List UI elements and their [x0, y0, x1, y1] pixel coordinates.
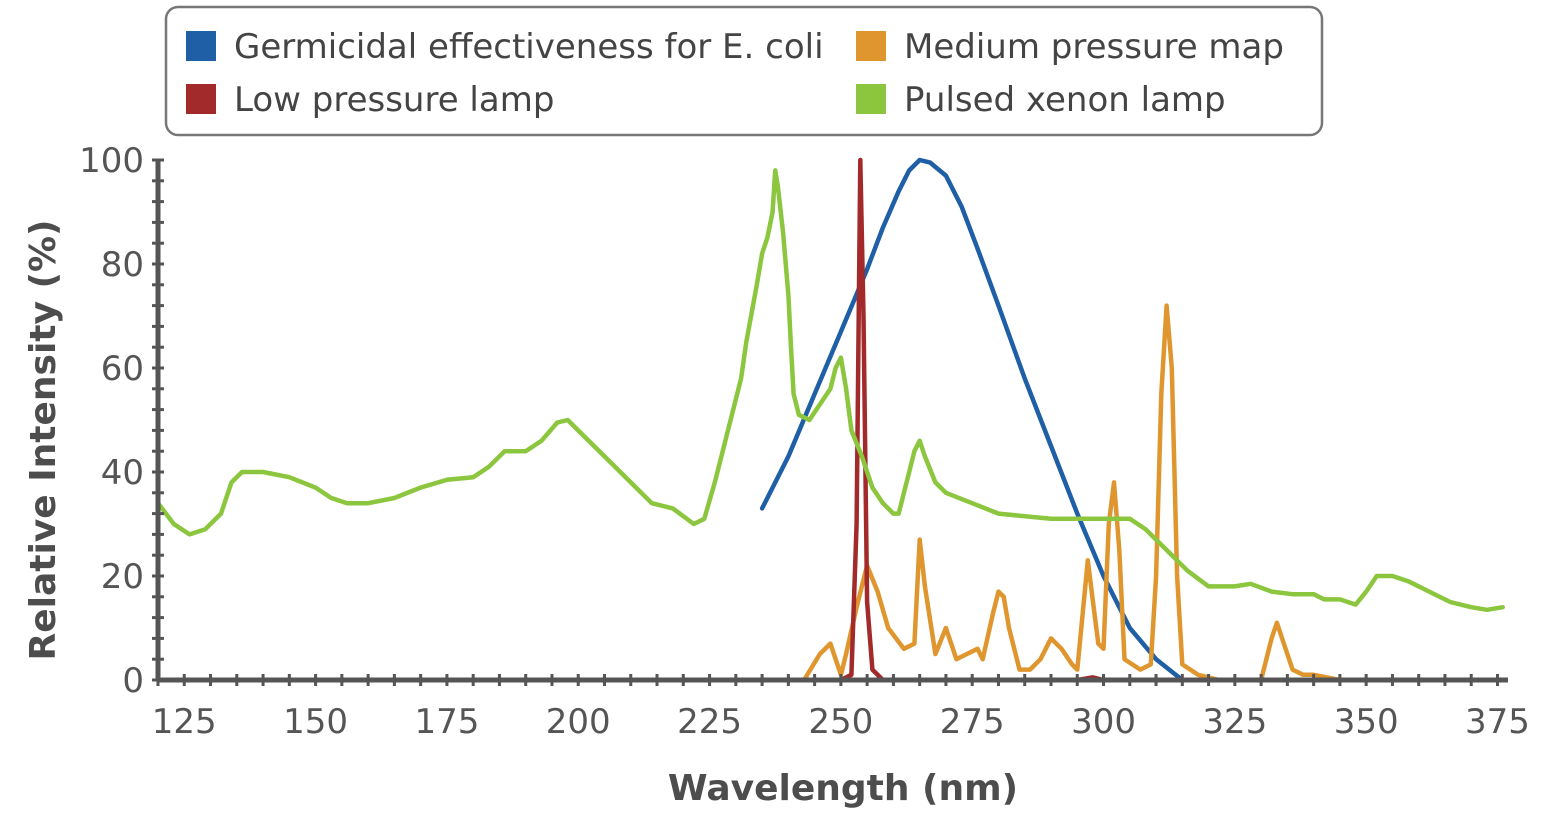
axes: 125 150 175 200 225 250 275 300 325 350 375 0 20 40 60…: [79, 141, 1530, 742]
x-tick-label: 325: [1202, 702, 1267, 742]
series-line-pulsed-xenon-lamp: [155, 168, 1505, 613]
x-tick-label: 125: [152, 702, 217, 742]
y-tick-label: 60: [101, 349, 144, 389]
x-tick-label: 175: [414, 702, 479, 742]
legend-box: [164, 5, 1324, 137]
legend-swatch-low-pressure-lamp: [186, 84, 216, 114]
legend-label-medium-pressure-map: Medium pressure map: [904, 27, 1284, 67]
legend-label-pulsed-xenon-lamp: Pulsed xenon lamp: [904, 80, 1226, 120]
y-axis-title: Relative Intensity (%): [23, 220, 64, 661]
x-axis-title: Wavelength (nm): [668, 768, 1018, 809]
y-tick-label: 40: [101, 453, 144, 493]
legend-swatch-germicidal-effectiveness-for-e-coli: [186, 31, 216, 61]
legend: Germicidal effectiveness for E. coli Medi…: [164, 5, 1324, 137]
series-layer: [155, 157, 1505, 683]
legend-swatch-pulsed-xenon-lamp: [856, 84, 886, 114]
x-tick-label: 375: [1465, 702, 1530, 742]
x-tick-label: 200: [546, 702, 611, 742]
y-tick-label: 100: [79, 141, 144, 181]
x-tick-label: 150: [283, 702, 348, 742]
x-tick-label: 300: [1071, 702, 1136, 742]
legend-label-germicidal-effectiveness-for-e-coli: Germicidal effectiveness for E. coli: [234, 27, 824, 67]
series-line-germicidal-effectiveness-for-e-coli: [759, 157, 1185, 683]
x-tick-label: 225: [677, 702, 742, 742]
legend-items: Germicidal effectiveness for E. coli Medi…: [186, 27, 1284, 120]
y-tick-label: 80: [101, 245, 144, 285]
legend-label-low-pressure-lamp: Low pressure lamp: [234, 80, 554, 120]
y-tick-label: 0: [122, 661, 144, 701]
x-tick-label: 250: [808, 702, 873, 742]
y-tick-label: 20: [101, 557, 144, 597]
x-tick-label: 275: [940, 702, 1005, 742]
legend-swatch-medium-pressure-map: [856, 31, 886, 61]
x-tick-label: 350: [1334, 702, 1399, 742]
